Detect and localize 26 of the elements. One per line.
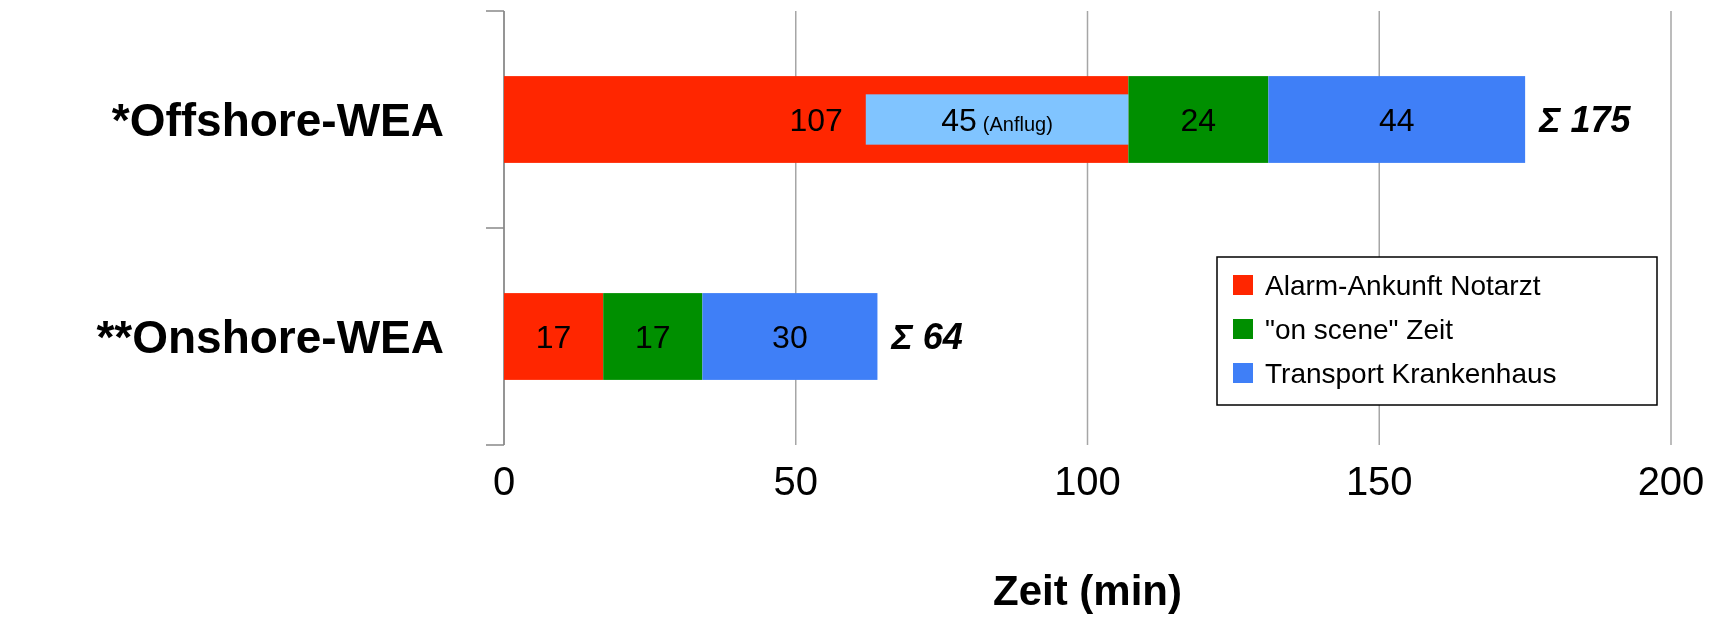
x-tick-label: 50 [773, 459, 818, 503]
y-tick-label: **Onshore-WEA [96, 310, 444, 363]
x-tick-label: 100 [1054, 459, 1121, 503]
data-label: 17 [535, 318, 572, 355]
x-tick-label: 200 [1637, 459, 1705, 503]
legend-label: Transport Krankenhaus [1265, 357, 1557, 389]
total-label: Σ 175 [1538, 99, 1632, 141]
data-label: 44 [1378, 101, 1415, 138]
bar [1268, 76, 1526, 163]
total-label: Σ 64 [890, 316, 963, 358]
data-label: 30 [772, 318, 808, 355]
bar [603, 293, 703, 380]
data-label: 45 (Anflug) [941, 101, 1053, 138]
legend-label: Alarm-Ankunft Notarzt [1265, 269, 1541, 301]
data-label: 17 [635, 318, 671, 355]
legend-label: "on scene" Zeit [1265, 313, 1454, 345]
bar [1128, 76, 1269, 163]
bar [504, 293, 604, 380]
x-tick-label: 0 [492, 459, 516, 503]
x-axis-title: Zeit (min) [993, 567, 1182, 614]
bar [702, 293, 878, 380]
bar [865, 94, 1129, 145]
data-label: 107 [789, 101, 843, 138]
data-label: 24 [1180, 101, 1217, 138]
y-tick-label: *Offshore-WEA [111, 93, 444, 146]
x-tick-label: 150 [1345, 459, 1413, 503]
